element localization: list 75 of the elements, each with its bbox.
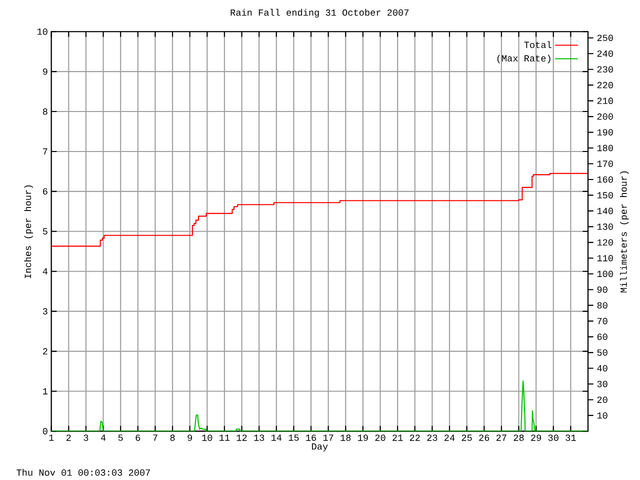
y2-tick-label: 130 xyxy=(597,224,613,230)
x-tick-label: 15 xyxy=(288,434,299,441)
x-tick-label: 26 xyxy=(479,434,490,441)
y2-tick-label: 60 xyxy=(597,334,608,340)
y2-tick-label: 140 xyxy=(597,208,613,214)
x-tick-label: 22 xyxy=(410,434,420,441)
y-tick-label: 5 xyxy=(42,228,48,235)
y2-tick-label: 170 xyxy=(597,160,613,167)
y2-tick-label: 230 xyxy=(597,66,613,73)
x-tick-label: 5 xyxy=(118,434,123,441)
y2-tick-label: 20 xyxy=(597,396,608,403)
chart-title: Rain Fall ending 31 October 2007 xyxy=(230,8,409,18)
x-tick-label: 8 xyxy=(170,434,175,441)
x-tick-label: 17 xyxy=(323,434,334,441)
y-tick-label: 8 xyxy=(42,108,48,115)
y2-tick-label: 240 xyxy=(597,50,613,57)
y-tick-label: 7 xyxy=(43,148,48,155)
x-tick-label: 16 xyxy=(306,434,316,441)
x-tick-label: 18 xyxy=(340,434,351,441)
y-tick-label: 0 xyxy=(42,428,48,434)
x-tick-label: 31 xyxy=(566,434,576,441)
y2-tick-label: 190 xyxy=(597,129,613,136)
legend-label: (Max Rate) xyxy=(497,54,550,64)
y-tick-label: 9 xyxy=(43,68,48,75)
y2-tick-label: 210 xyxy=(597,98,613,104)
y2-tick-label: 70 xyxy=(597,318,608,324)
x-tick-label: 2 xyxy=(66,434,71,441)
y2-tick-label: 80 xyxy=(597,302,608,309)
x-tick-label: 20 xyxy=(375,434,386,441)
x-tick-label: 25 xyxy=(462,434,472,441)
x-tick-label: 3 xyxy=(84,434,88,441)
y2-tick-label: 110 xyxy=(597,254,613,262)
x-tick-label: 10 xyxy=(202,434,212,441)
y-tick-label: 6 xyxy=(43,188,48,195)
y-tick-label: 3 xyxy=(42,308,48,314)
x-tick-label: 13 xyxy=(254,434,264,441)
x-tick-label: 14 xyxy=(271,434,282,441)
y2-tick-label: 180 xyxy=(597,144,613,152)
y-tick-label: 4 xyxy=(42,268,48,274)
y2-tick-label: 30 xyxy=(597,380,608,388)
x-tick-label: 21 xyxy=(392,434,403,441)
y2-tick-label: 10 xyxy=(597,412,608,419)
legend-label: Total xyxy=(524,41,552,48)
y-tick-label: 2 xyxy=(43,348,48,354)
y2-tick-label: 220 xyxy=(597,82,613,88)
y2-tick-label: 120 xyxy=(597,239,613,246)
x-tick-label: 11 xyxy=(220,434,230,441)
y2-tick-label: 150 xyxy=(597,192,613,198)
x-tick-label: 4 xyxy=(100,434,106,441)
x-tick-label: 29 xyxy=(531,434,542,441)
x-tick-label: 28 xyxy=(514,434,524,441)
x-tick-label: 24 xyxy=(444,434,455,441)
y-tick-label: 10 xyxy=(37,28,48,35)
y2-tick-label: 160 xyxy=(597,176,613,183)
x-tick-label: 1 xyxy=(49,434,54,441)
x-axis-title: Day xyxy=(312,443,328,452)
y2-tick-label: 40 xyxy=(597,365,608,372)
y-axis-title: Inches (per hour) xyxy=(24,185,33,278)
y2-tick-label: 100 xyxy=(597,270,613,278)
x-tick-label: 7 xyxy=(153,434,158,441)
y2-tick-label: 50 xyxy=(597,349,608,356)
y2-tick-label: 200 xyxy=(597,113,613,120)
line-series xyxy=(51,380,588,432)
x-tick-label: 23 xyxy=(427,434,438,441)
y2-tick-label: 90 xyxy=(597,286,608,293)
x-tick-label: 27 xyxy=(496,434,506,441)
y2-axis-title: Millimeters (per hour) xyxy=(620,171,629,292)
x-tick-label: 6 xyxy=(136,434,140,441)
x-tick-label: 19 xyxy=(358,434,368,441)
x-tick-label: 30 xyxy=(548,434,558,441)
x-tick-label: 9 xyxy=(188,434,192,441)
text: Thu Nov 01 00:03:03 2007 xyxy=(16,468,150,476)
x-tick-label: 12 xyxy=(236,434,247,441)
y-tick-label: 1 xyxy=(43,388,48,394)
y2-tick-label: 250 xyxy=(597,34,613,42)
